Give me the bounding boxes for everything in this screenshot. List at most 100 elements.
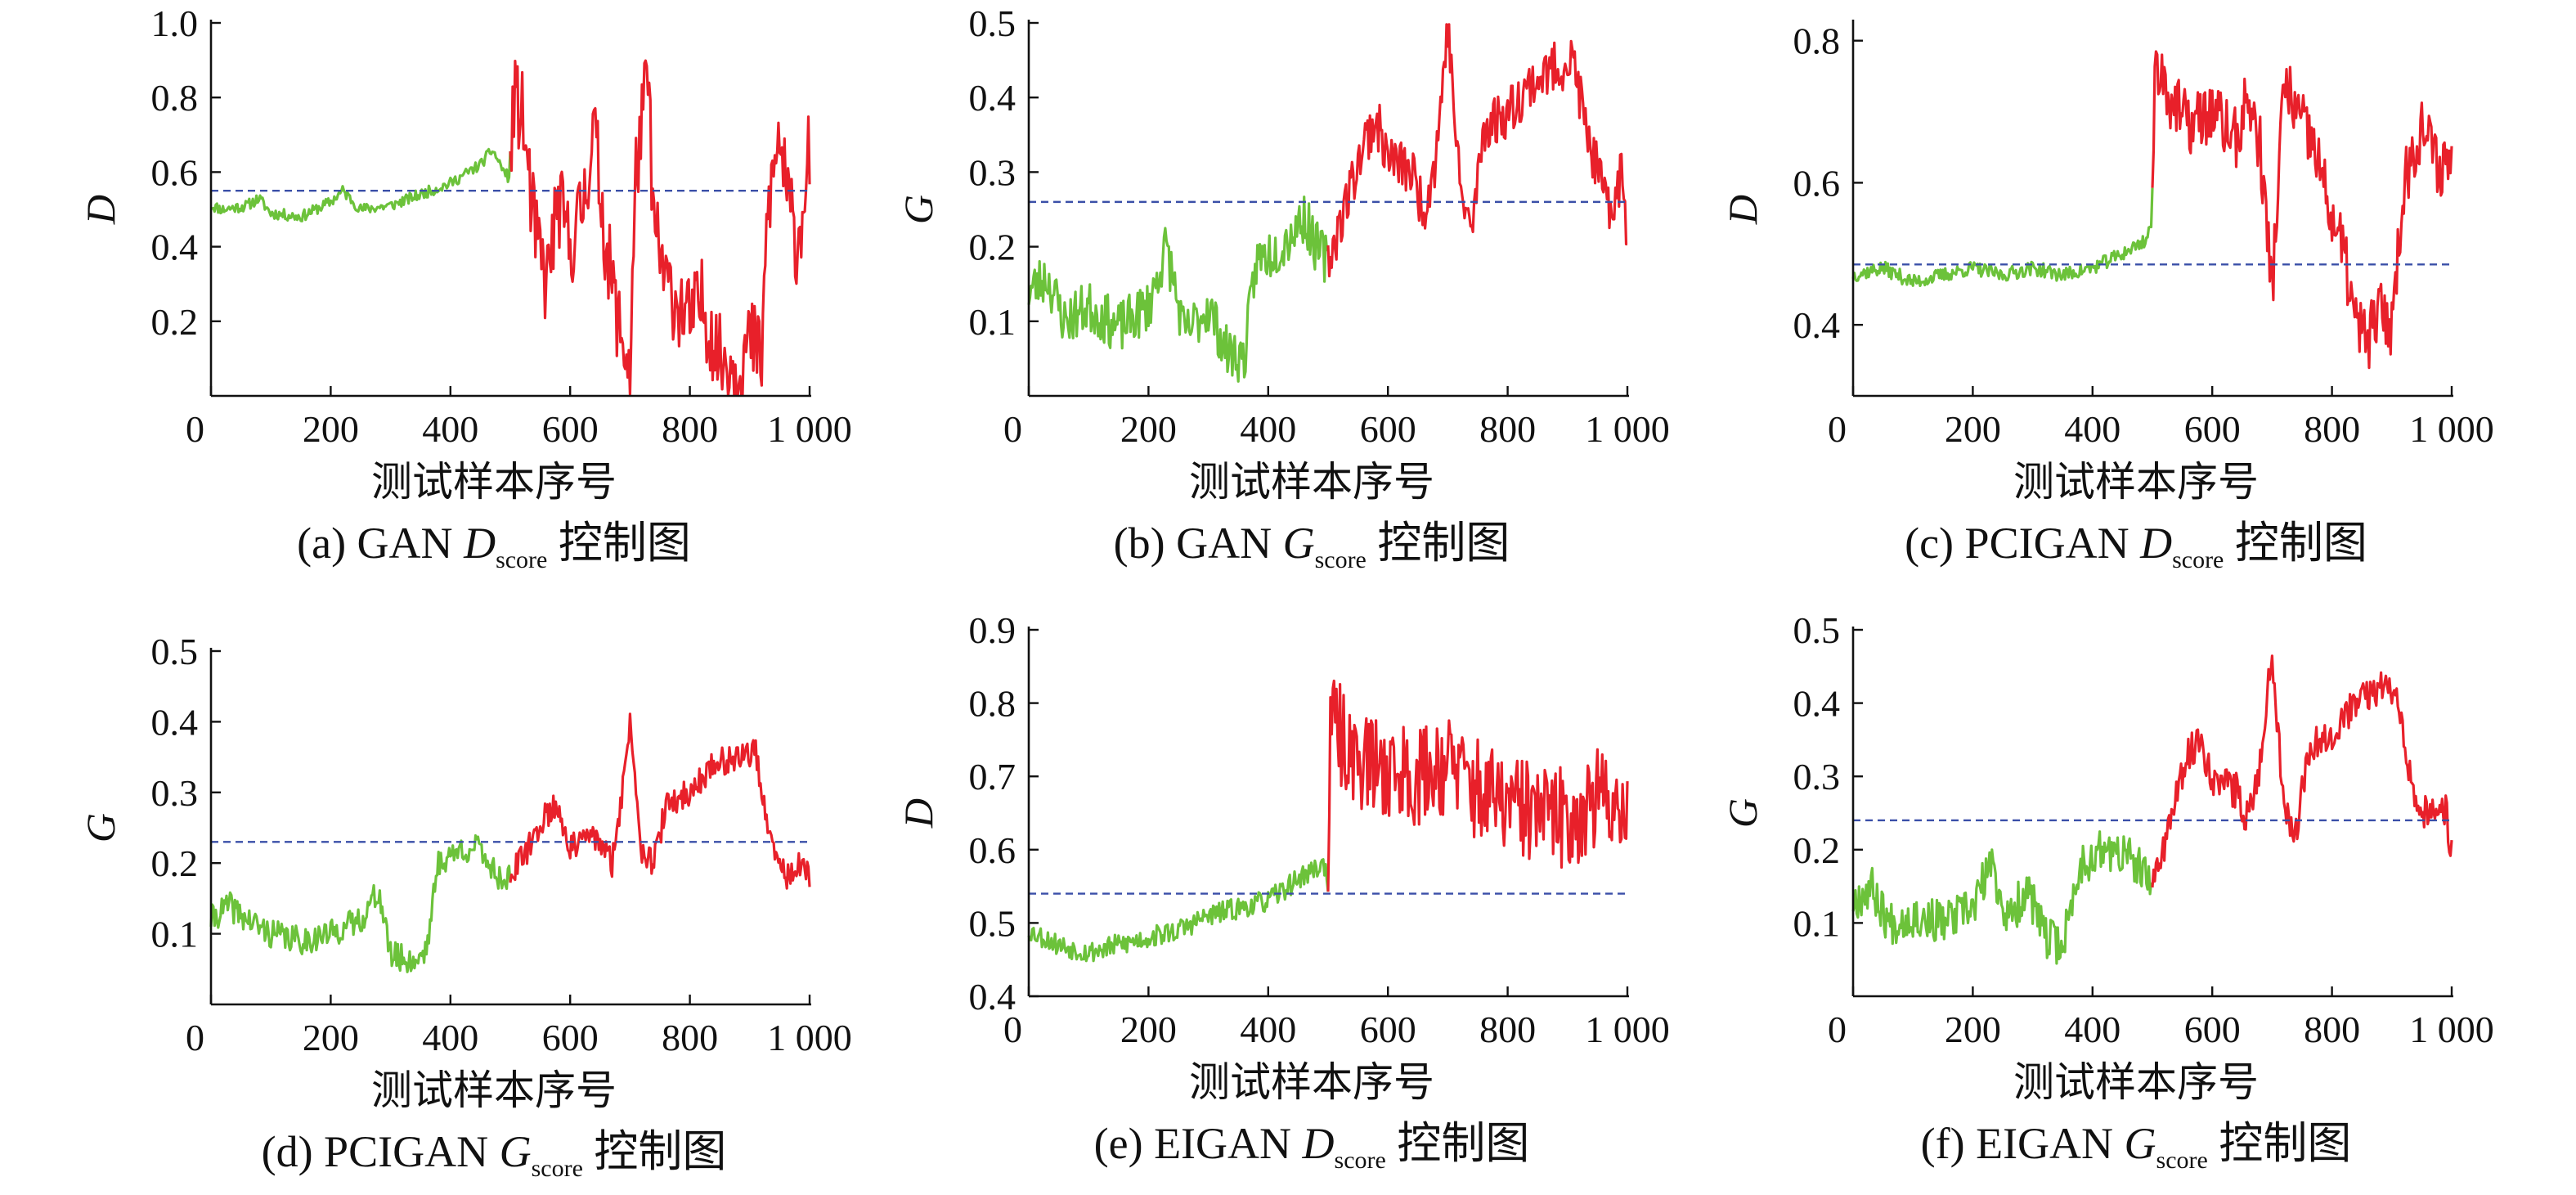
- caption-subscript: score: [2172, 546, 2224, 573]
- caption-variable: G: [500, 1127, 532, 1176]
- x-tick-label: 400: [422, 408, 478, 450]
- caption-variable: D: [2139, 519, 2172, 568]
- x-tick-label: 400: [1240, 1009, 1296, 1050]
- x-tick-label: 1 000: [1585, 1009, 1670, 1050]
- x-axis-label: 测试样本序号: [2013, 458, 2259, 505]
- x-tick-label: 800: [662, 1017, 718, 1058]
- series-normal-line: [1027, 858, 1330, 963]
- x-axis-label: 测试样本序号: [371, 1067, 617, 1114]
- x-axis-label: 测试样本序号: [371, 458, 617, 505]
- chart-caption: (a) GAN Dscore 控制图: [297, 519, 691, 573]
- series-normal-line: [1027, 195, 1330, 383]
- caption-variable: G: [1283, 519, 1315, 568]
- y-tick-label: 0.1: [1793, 902, 1841, 944]
- series-abnormal-line: [2151, 654, 2453, 888]
- chart-d: 0 200 400 600 800 1 000 0.1 0.2 0.3 0.4 0.5 G 测试样本序号…: [78, 631, 852, 1182]
- caption-variable: D: [1302, 1119, 1335, 1168]
- y-tick-label: 1.0: [151, 2, 199, 44]
- y-tick-label: 0.2: [969, 227, 1016, 268]
- y-tick-label: 0.5: [1793, 609, 1841, 651]
- y-tick-label: 0.2: [1793, 829, 1841, 871]
- caption-suffix: 控制图: [1367, 519, 1510, 568]
- x-tick-label: 1 000: [767, 1017, 852, 1058]
- x-tick-label: 200: [1945, 408, 2001, 450]
- x-tick-label: 600: [2184, 1009, 2241, 1050]
- y-tick-label: 0.1: [969, 301, 1016, 343]
- x-tick-label: 1 000: [1585, 408, 1670, 450]
- caption-subscript: score: [1335, 1147, 1386, 1174]
- y-tick-label: 0.5: [969, 2, 1016, 44]
- chart-caption: (c) PCIGAN Dscore 控制图: [1905, 519, 2367, 573]
- chart-b: 0 200 400 600 800 1 000 0.1 0.2 0.3 0.4 0.5 G 测试样本序号…: [895, 2, 1670, 573]
- y-tick-label: 0.4: [1793, 304, 1841, 346]
- x-tick-label: 0: [1003, 408, 1022, 450]
- y-tick-label: 0.2: [151, 301, 199, 343]
- x-tick-label: 0: [186, 408, 204, 450]
- caption-prefix: (b) GAN: [1114, 519, 1283, 568]
- series-abnormal-line: [1326, 679, 1629, 892]
- y-axis-label: D: [895, 798, 941, 829]
- x-tick-label: 800: [662, 408, 718, 450]
- series-normal-line: [210, 147, 512, 222]
- caption-prefix: (a) GAN: [297, 519, 464, 568]
- series-normal-line: [209, 833, 512, 973]
- x-tick-label: 800: [1479, 408, 1536, 450]
- y-tick-label: 0.9: [969, 609, 1016, 651]
- y-tick-label: 0.6: [151, 151, 199, 193]
- x-tick-label: 0: [1003, 1009, 1022, 1050]
- x-tick-label: 400: [422, 1017, 478, 1058]
- caption-subscript: score: [1315, 546, 1367, 573]
- caption-suffix: 控制图: [1386, 1119, 1530, 1168]
- chart-caption: (f) EIGAN Gscore 控制图: [1921, 1119, 2352, 1174]
- x-tick-label: 200: [303, 408, 359, 450]
- x-tick-label: 800: [2304, 1009, 2360, 1050]
- x-tick-label: 600: [2184, 408, 2241, 450]
- x-tick-label: 400: [2064, 408, 2120, 450]
- chart-e: 0 200 400 600 800 1 000 0.4 0.5 0.6 0.7 0.8 0.9 D 测试样…: [895, 609, 1670, 1174]
- x-tick-label: 1 000: [767, 408, 852, 450]
- y-axis-label: G: [78, 813, 123, 842]
- y-tick-label: 0.2: [151, 842, 199, 884]
- x-tick-label: 600: [1360, 408, 1416, 450]
- y-tick-label: 0.6: [1793, 162, 1841, 204]
- y-tick-label: 0.8: [1793, 20, 1841, 62]
- caption-subscript: score: [496, 546, 547, 573]
- x-tick-label: 0: [186, 1017, 204, 1058]
- x-tick-label: 600: [542, 408, 599, 450]
- series-abnormal-line: [1326, 23, 1628, 278]
- caption-variable: D: [463, 519, 496, 568]
- y-tick-label: 0.4: [1793, 683, 1841, 725]
- y-tick-label: 0.3: [969, 151, 1016, 193]
- x-axis-label: 测试样本序号: [2013, 1058, 2259, 1106]
- y-tick-label: 0.4: [151, 227, 199, 268]
- chart-caption: (b) GAN Gscore 控制图: [1114, 519, 1510, 573]
- caption-prefix: (c) PCIGAN: [1905, 519, 2140, 568]
- x-axis-label: 测试样本序号: [1189, 458, 1434, 505]
- chart-caption: (e) EIGAN Dscore 控制图: [1094, 1119, 1530, 1174]
- caption-suffix: 控制图: [2224, 519, 2367, 568]
- x-axis-label: 测试样本序号: [1189, 1058, 1434, 1106]
- x-tick-label: 800: [1479, 1009, 1536, 1050]
- y-tick-label: 0.5: [969, 902, 1016, 944]
- y-tick-label: 0.4: [969, 77, 1016, 119]
- y-tick-label: 0.3: [1793, 756, 1841, 797]
- caption-prefix: (d) PCIGAN: [262, 1127, 500, 1176]
- y-tick-label: 0.5: [151, 631, 199, 672]
- y-tick-label: 0.6: [969, 829, 1016, 871]
- caption-suffix: 控制图: [2208, 1119, 2352, 1168]
- y-axis-label: D: [1720, 195, 1766, 225]
- caption-suffix: 控制图: [547, 519, 691, 568]
- y-tick-label: 0.7: [969, 756, 1016, 797]
- series-abnormal-line: [2151, 50, 2453, 370]
- x-tick-label: 0: [1828, 408, 1847, 450]
- x-tick-label: 400: [1240, 408, 1296, 450]
- series-normal-line: [1851, 830, 2154, 965]
- y-tick-label: 0.8: [151, 77, 199, 119]
- y-tick-label: 0.4: [969, 976, 1016, 1018]
- series-abnormal-line: [509, 59, 811, 397]
- x-tick-label: 200: [1945, 1009, 2001, 1050]
- y-tick-label: 0.8: [969, 683, 1016, 725]
- y-tick-label: 0.4: [151, 701, 199, 743]
- chart-f: 0 200 400 600 800 1 000 0.1 0.2 0.3 0.4 0.5 G 测试样本序号…: [1720, 609, 2494, 1174]
